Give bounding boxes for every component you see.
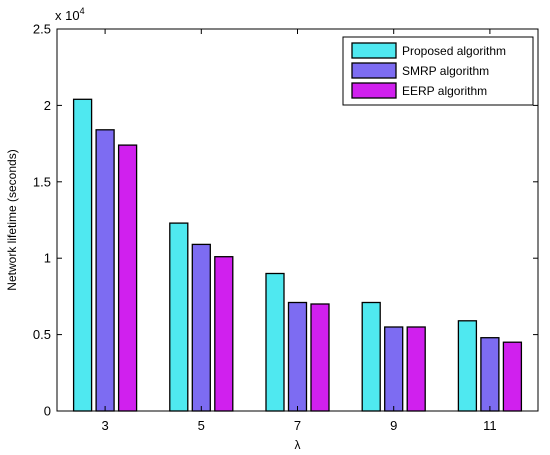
y-tick-label: 2 <box>44 98 51 113</box>
y-exponent-label: x 104 <box>55 6 85 23</box>
x-axis: 3 5 7 9 11 <box>101 29 497 433</box>
bar-2-cat-5 <box>191 243 211 412</box>
bar-3-cat-5 <box>214 256 234 412</box>
y-tick-label: 0.5 <box>33 327 51 342</box>
bar-2-cat-9 <box>384 326 404 412</box>
bar-2-cat-7 <box>287 301 308 412</box>
bar-3-cat-11 <box>502 341 523 412</box>
legend-label: SMRP algorithm <box>402 64 489 78</box>
bar-1-cat-5 <box>169 222 189 412</box>
x-axis-title: λ <box>295 438 301 452</box>
x-tick-label: 11 <box>483 418 497 433</box>
legend-swatch <box>351 42 397 59</box>
bar-2-cat-11 <box>480 337 500 412</box>
bars-layer <box>72 98 523 412</box>
bar-3-cat-9 <box>406 326 426 412</box>
x-tick-label: 9 <box>390 418 397 433</box>
y-tick-label: 1 <box>44 251 51 266</box>
bar-1-cat-7 <box>265 272 285 412</box>
y-axis: 0 0.5 1 1.5 2 2.5 <box>33 22 538 419</box>
legend-label: Proposed algorithm <box>402 44 506 58</box>
legend-label: EERP algorithm <box>402 84 487 98</box>
y-tick-label: 2.5 <box>33 22 51 37</box>
bar-3-cat-3 <box>117 144 138 412</box>
legend-swatch <box>351 62 397 79</box>
bar-1-cat-11 <box>457 320 478 412</box>
x-tick-label: 3 <box>101 418 108 433</box>
bar-2-cat-3 <box>95 129 115 412</box>
x-tick-label: 7 <box>294 418 301 433</box>
y-axis-title: Network lifetime (seconds) <box>5 149 19 290</box>
legend-swatch <box>351 82 397 99</box>
bar-1-cat-9 <box>361 301 381 412</box>
y-tick-label: 0 <box>44 404 51 419</box>
x-tick-label: 5 <box>198 418 205 433</box>
y-tick-label: 1.5 <box>33 174 51 189</box>
bar-1-cat-3 <box>72 98 93 412</box>
legend: Proposed algorithm SMRP algorithm EERP alg… <box>342 36 534 106</box>
bar-3-cat-7 <box>310 303 330 412</box>
